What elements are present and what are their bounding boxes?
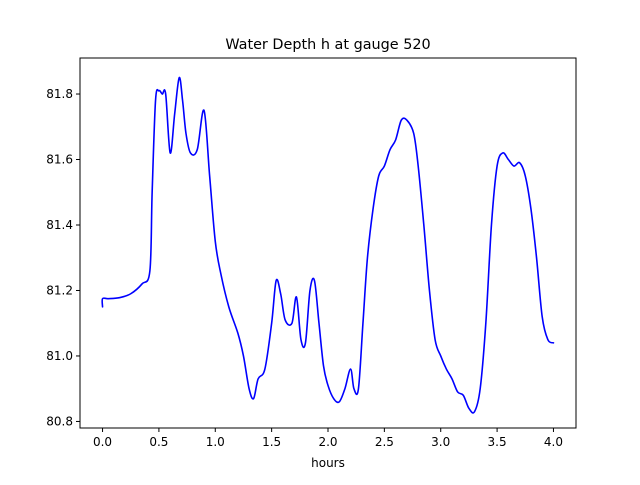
y-tick-label: 81.2 [46, 283, 73, 297]
y-tick-label: 81.0 [46, 349, 73, 363]
y-tick-label: 81.6 [46, 153, 73, 167]
x-tick-label: 2.5 [375, 435, 394, 449]
x-axis-ticks: 0.0 0.5 1.0 1.5 2.0 2.5 3.0 3.5 4.0 [93, 428, 563, 449]
x-tick-label: 2.0 [318, 435, 337, 449]
y-axis-ticks: 80.8 81.0 81.2 81.4 81.6 81.8 [46, 87, 80, 428]
x-axis-label: hours [311, 456, 345, 470]
plot-background [80, 58, 576, 428]
x-tick-label: 1.0 [206, 435, 225, 449]
y-tick-label: 81.8 [46, 87, 73, 101]
chart-title: Water Depth h at gauge 520 [225, 37, 430, 53]
x-tick-label: 0.5 [149, 435, 168, 449]
x-tick-label: 3.0 [431, 435, 450, 449]
y-tick-label: 80.8 [46, 414, 73, 428]
y-tick-label: 81.4 [46, 218, 73, 232]
x-tick-label: 4.0 [544, 435, 563, 449]
plot-frame [79, 57, 577, 429]
series-layer [101, 76, 555, 414]
x-tick-label: 0.0 [93, 435, 112, 449]
series-line-0 [101, 76, 555, 414]
x-tick-label: 1.5 [262, 435, 281, 449]
x-tick-label: 3.5 [488, 435, 507, 449]
